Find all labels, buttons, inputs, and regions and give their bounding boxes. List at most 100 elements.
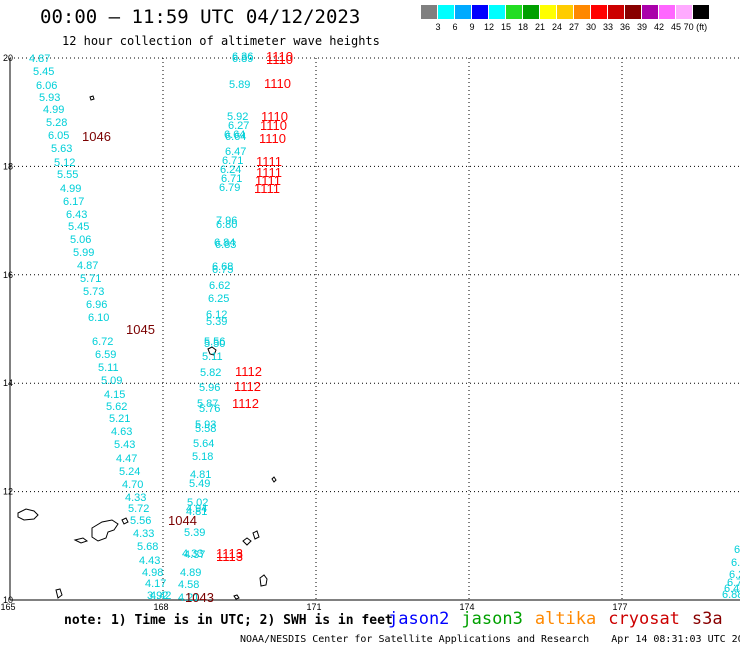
- island-outline: [17, 508, 39, 521]
- legend-swatch: [574, 5, 591, 19]
- wave-height-label: 6.80: [216, 219, 237, 231]
- wave-height-label: 4.15: [104, 389, 125, 401]
- wave-height-label: 6.59: [95, 349, 116, 361]
- island-outline: [89, 95, 95, 101]
- pass-number-label: 1110: [266, 52, 293, 67]
- legend-label: 3: [435, 22, 441, 32]
- wave-height-label: 6.75: [212, 264, 233, 276]
- wave-height-label: 4.89: [180, 567, 201, 579]
- pass-number-label: 1110: [259, 131, 286, 146]
- pass-number-label: 1044: [168, 513, 197, 528]
- wave-height-label: 6.78: [727, 577, 740, 589]
- satellite-name-jason2: jason2: [388, 609, 450, 629]
- legend-label: 18: [517, 22, 529, 32]
- color-legend: [421, 5, 710, 19]
- wave-height-label: 4.99: [60, 183, 81, 195]
- lon-tick-label: 171: [306, 602, 321, 612]
- pass-number-label: 1110: [264, 76, 291, 91]
- island-outline: [207, 346, 217, 356]
- wave-height-label: 4.37: [184, 549, 205, 561]
- pass-number-label: 1112: [234, 379, 261, 394]
- wave-height-label: 6.79: [219, 182, 240, 194]
- wave-height-label: 6.35: [731, 557, 740, 569]
- legend-swatch: [625, 5, 642, 19]
- legend-label: 70 (ft): [683, 22, 708, 32]
- wave-height-label: 5.43: [114, 439, 135, 451]
- pass-number-label: 1112: [232, 396, 259, 411]
- wave-height-label: 5.28: [46, 117, 67, 129]
- wave-height-label: 5.89: [229, 79, 250, 91]
- wave-height-label: 6.47: [225, 146, 246, 158]
- wave-height-label: 4.81: [186, 506, 207, 518]
- wave-height-label: 5.56: [204, 336, 225, 348]
- pass-number-label: 1113: [216, 546, 243, 561]
- wave-height-label: 6.68: [212, 261, 233, 273]
- wave-height-label: 5.45: [33, 66, 54, 78]
- legend-swatch: [489, 5, 506, 19]
- wave-height-label: 6.10: [88, 312, 109, 324]
- wave-height-label: 5.92: [227, 111, 248, 123]
- wave-height-label: 5.71: [80, 273, 101, 285]
- wave-height-label: 6.89: [232, 53, 253, 65]
- pass-number-label: 1046: [82, 129, 111, 144]
- wave-height-label: 4.58: [178, 579, 199, 591]
- wave-height-label: 4.21: [178, 592, 199, 604]
- lat-tick-label: 20: [3, 53, 13, 63]
- wave-height-label: 5.06: [70, 234, 91, 246]
- pass-number-label: 1111: [256, 165, 282, 180]
- legend-swatch: [642, 5, 659, 19]
- credit-line: NOAA/NESDIS Center for Satellite Applica…: [240, 634, 740, 645]
- wave-height-label: 4.81: [190, 469, 211, 481]
- wave-height-label: 5.50: [204, 338, 225, 350]
- legend-swatch: [455, 5, 472, 19]
- wave-height-label: 4.70: [122, 479, 143, 491]
- legend-label: 33: [602, 22, 614, 32]
- wave-height-label: 4.43: [139, 555, 160, 567]
- lat-tick-label: 16: [3, 270, 13, 280]
- legend-label: 6: [452, 22, 458, 32]
- wave-height-label: 4.47: [116, 453, 137, 465]
- lon-tick-label: 177: [612, 602, 627, 612]
- legend-label: 24: [551, 22, 563, 32]
- wave-height-label: 4.87: [77, 260, 98, 272]
- wave-height-label: 6.25: [208, 293, 229, 305]
- wave-height-label: 6.17: [63, 196, 84, 208]
- wave-height-label: 5.45: [68, 221, 89, 233]
- wave-height-label: 4.17: [145, 578, 166, 590]
- satellite-legend: jason2 jason3 altika cryosat s3a: [388, 609, 735, 629]
- lon-tick-label: 168: [153, 602, 168, 612]
- legend-swatch: [608, 5, 625, 19]
- wave-height-label: 5.11: [98, 362, 119, 374]
- wave-height-label: 5.87: [197, 398, 218, 410]
- legend-swatch: [438, 5, 455, 19]
- wave-height-label: 6.20: [729, 569, 740, 581]
- wave-height-label: 4.99: [43, 104, 64, 116]
- wave-height-label: 6.43: [66, 209, 87, 221]
- wave-height-label: 4.87: [29, 53, 50, 65]
- legend-swatch: [421, 5, 438, 19]
- pass-number-label: 1111: [254, 181, 280, 196]
- wave-height-label: 6.64: [224, 129, 245, 141]
- map-title: 00:00 – 11:59 UTC 04/12/2023: [40, 6, 361, 28]
- wave-height-label: 6.72: [92, 336, 113, 348]
- lat-tick-label: 12: [3, 487, 13, 497]
- satellite-name-altika: altika: [534, 609, 597, 629]
- wave-height-label: 5.63: [51, 143, 72, 155]
- legend-swatch: [523, 5, 540, 19]
- legend-label: 30: [585, 22, 597, 32]
- pass-number-label: 1043: [185, 590, 214, 605]
- legend-swatch: [557, 5, 574, 19]
- legend-label: 15: [500, 22, 512, 32]
- wave-height-label: 5.12: [54, 157, 75, 169]
- lon-tick-label: 165: [0, 602, 15, 612]
- island-outline: [73, 537, 89, 544]
- wave-height-label: 5.64: [193, 438, 214, 450]
- wave-height-label: 5.39: [184, 527, 205, 539]
- wave-height-label: 6.12: [206, 309, 227, 321]
- legend-swatch: [472, 5, 489, 19]
- wave-height-label: 6.27: [228, 120, 249, 132]
- wave-height-label: 6.62: [209, 280, 230, 292]
- altimeter-tracks: 4.875.456.065.934.995.286.055.635.125.55…: [29, 51, 740, 604]
- wave-height-label: 5.68: [137, 541, 158, 553]
